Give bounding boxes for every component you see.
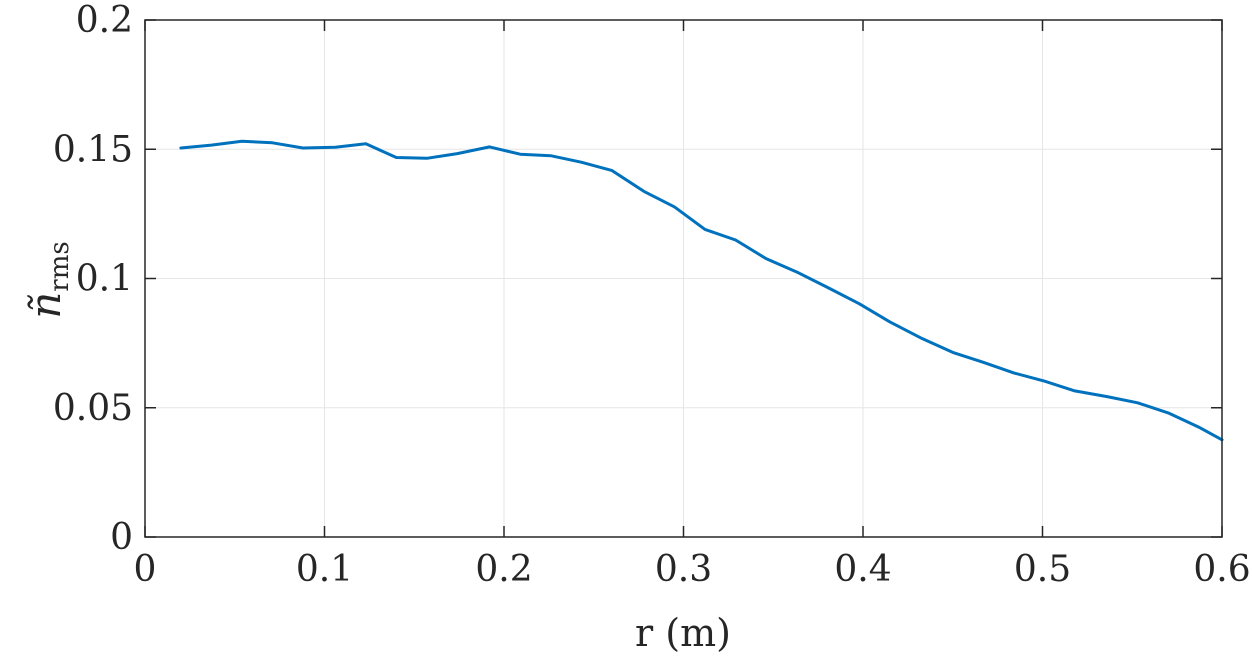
x-tick-label: 0.1 (296, 549, 353, 590)
y-tick-label: 0 (110, 517, 133, 558)
y-tick-label: 0.1 (76, 259, 133, 300)
x-axis-label: r (m) (635, 611, 731, 655)
y-axis-label: ñrms (21, 241, 75, 319)
x-tick-label: 0.3 (655, 549, 712, 590)
y-axis-label-main: ñ (21, 292, 70, 319)
x-tick-label: 0.5 (1014, 549, 1071, 590)
x-tick-label: 0.6 (1193, 549, 1250, 590)
series-line (179, 139, 1224, 442)
y-tick-labels: 0 0.05 0.1 0.15 0.2 (53, 0, 133, 558)
svg-text:ñrms: ñrms (21, 241, 75, 319)
x-tick-labels: 0 0.1 0.2 0.3 0.4 0.5 0.6 (134, 549, 1251, 590)
tick-marks (144, 19, 1223, 538)
y-tick-label: 0.15 (53, 129, 133, 170)
x-tick-label: 0.4 (834, 549, 891, 590)
y-tick-label: 0.05 (53, 388, 133, 429)
x-tick-label: 0 (134, 549, 157, 590)
series-layer (179, 139, 1224, 442)
y-tick-label: 0.2 (76, 0, 133, 41)
y-axis-label-subscript: rms (45, 241, 75, 291)
x-tick-label: 0.2 (475, 549, 532, 590)
grid (144, 19, 1223, 538)
